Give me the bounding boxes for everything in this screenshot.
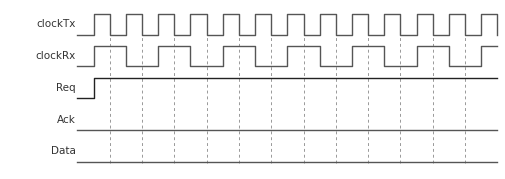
Text: Req: Req [56, 83, 76, 93]
Text: Ack: Ack [57, 115, 76, 125]
Text: clockTx: clockTx [36, 19, 76, 29]
Text: clockRx: clockRx [35, 51, 76, 61]
Text: Data: Data [51, 146, 76, 156]
